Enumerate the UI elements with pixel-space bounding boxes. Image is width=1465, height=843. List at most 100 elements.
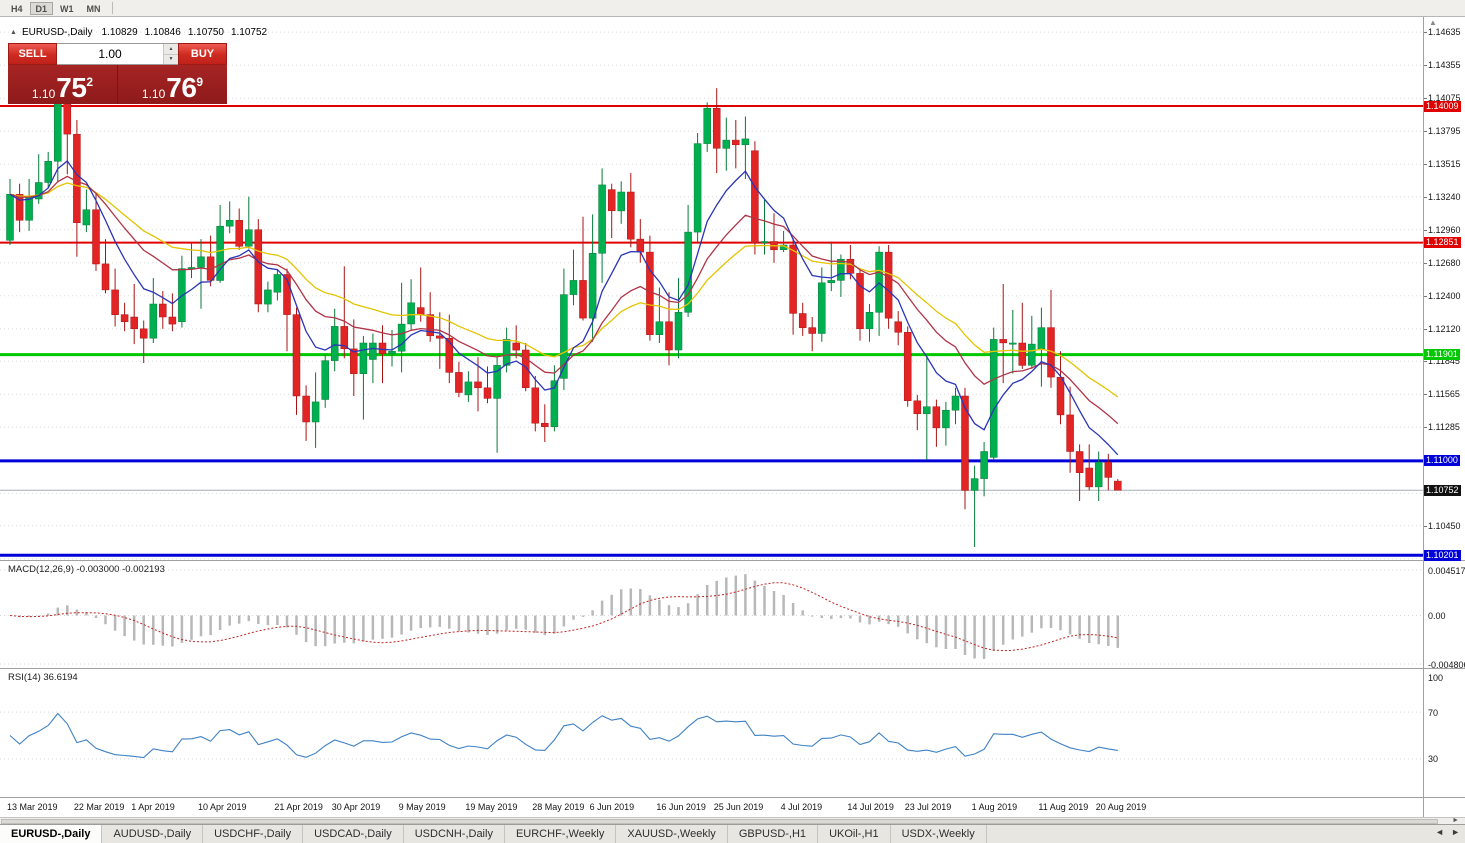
chart-tab-ukoil-h1[interactable]: UKOil-,H1 — [818, 825, 891, 843]
date-axis-label: 11 Aug 2019 — [1038, 802, 1089, 812]
timeframe-button-mn[interactable]: MN — [86, 3, 101, 14]
price-axis-tick: 1.13795 — [1428, 126, 1461, 137]
sell-price-pips: 75 — [56, 72, 87, 103]
axis-tick-mark — [1424, 32, 1427, 34]
panel-collapse-icon[interactable]: ▲ — [10, 29, 17, 36]
date-axis-label: 13 Mar 2019 — [7, 802, 58, 812]
high-value: 1.10846 — [144, 27, 181, 38]
axis-tick-mark — [1424, 525, 1427, 527]
macd-indicator-label: MACD(12,26,9) -0.003000 -0.002193 — [8, 564, 165, 575]
chart-tab-eurchf-weekly[interactable]: EURCHF-,Weekly — [504, 825, 617, 843]
chart-title: ▲ EURUSD-,Daily 1.10829 1.10846 1.10750 … — [10, 27, 274, 38]
scroll-right-icon[interactable]: ► — [1452, 817, 1459, 824]
panel-splitter[interactable] — [0, 668, 1465, 669]
chart-symbol-period: EURUSD-,Daily — [21, 27, 93, 38]
axis-tick-mark — [1424, 262, 1427, 264]
rsi-axis-label: 100 — [1428, 672, 1444, 683]
volume-value[interactable]: 1.00 — [98, 47, 122, 61]
price-axis-tick: 1.14355 — [1428, 60, 1461, 71]
tabs-scroll-left-icon[interactable]: ◄ — [1435, 827, 1445, 837]
panel-splitter[interactable] — [0, 560, 1465, 561]
tabs-scroll-right-icon[interactable]: ► — [1451, 827, 1460, 837]
chart-tab-usdcnh-daily[interactable]: USDCNH-,Daily — [403, 825, 505, 843]
volume-field[interactable]: 1.00 ▲ ▼ — [57, 43, 178, 65]
date-axis-label: 16 Jun 2019 — [656, 802, 706, 812]
date-axis-label: 21 Apr 2019 — [274, 802, 323, 812]
ma-fast-line — [9, 160, 1119, 456]
scroll-up-icon[interactable]: ▲ — [1429, 18, 1437, 27]
candlestick-series — [6, 88, 1122, 547]
close-value: 1.10752 — [230, 27, 268, 38]
date-axis-label: 1 Apr 2019 — [131, 802, 175, 812]
current-price-label: 1.10752 — [1424, 484, 1461, 496]
date-axis-label: 9 May 2019 — [398, 802, 446, 812]
macd-axis-label: 0.00 — [1428, 611, 1446, 621]
chart-tab-eurusd-daily[interactable]: EURUSD-,Daily — [0, 825, 103, 843]
date-axis-label: 4 Jul 2019 — [780, 802, 823, 812]
open-value: 1.10829 — [101, 27, 138, 38]
price-axis-tick: 1.12960 — [1428, 224, 1461, 235]
date-axis-label: 28 May 2019 — [532, 802, 585, 812]
date-axis-label: 14 Jul 2019 — [847, 802, 894, 812]
chart-tab-audusd-daily[interactable]: AUDUSD-,Daily — [102, 825, 204, 843]
axis-tick-mark — [1424, 164, 1427, 166]
timeframe-button-h4[interactable]: H4 — [11, 3, 23, 14]
volume-increase-icon[interactable]: ▲ — [164, 44, 178, 55]
panel-splitter[interactable] — [0, 797, 1465, 798]
price-axis-tick: 1.11565 — [1428, 389, 1460, 400]
price-axis-tick: 1.10450 — [1428, 520, 1461, 531]
macd-axis-label: 0.004517 — [1428, 565, 1465, 576]
axis-tick-mark — [1424, 361, 1427, 363]
chart-tab-xauusd-weekly[interactable]: XAUUSD-,Weekly — [616, 825, 728, 843]
sell-price-display[interactable]: 1.10 75 2 — [8, 65, 118, 104]
scrollbar-thumb[interactable] — [1, 819, 1438, 824]
sell-price-point: 2 — [86, 75, 94, 89]
timeframe-button-d1[interactable]: D1 — [29, 1, 54, 15]
axis-tick-mark — [1424, 394, 1427, 396]
timeframe-toolbar: H4 D1 W1 MN — [0, 0, 1465, 17]
date-axis: 13 Mar 2019 22 Mar 2019 1 Apr 2019 10 Apr 2… — [0, 798, 1423, 817]
date-axis-label: 1 Aug 2019 — [971, 802, 1018, 812]
rsi-line — [9, 712, 1118, 759]
price-axis-tick: 1.12400 — [1428, 290, 1461, 301]
buy-price-display[interactable]: 1.10 76 9 — [118, 65, 227, 104]
price-axis-tick: 1.13515 — [1428, 159, 1461, 170]
date-axis-label: 6 Jun 2019 — [589, 802, 635, 812]
price-axis-tick: 1.13240 — [1428, 191, 1461, 202]
volume-spinner: ▲ ▼ — [163, 44, 178, 64]
price-axis-tick: 1.12120 — [1428, 323, 1461, 334]
price-axis-tick: 1.11845 — [1428, 356, 1460, 367]
axis-tick-mark — [1424, 328, 1427, 330]
sell-button[interactable]: SELL — [8, 43, 57, 65]
date-axis-label: 23 Jul 2019 — [904, 802, 952, 812]
low-value: 1.10750 — [187, 27, 224, 38]
sell-price-base: 1.10 — [31, 87, 56, 101]
volume-decrease-icon[interactable]: ▼ — [164, 54, 178, 64]
chart-tab-usdx-weekly[interactable]: USDX-,Weekly — [890, 825, 987, 843]
timeframe-button-w1[interactable]: W1 — [60, 3, 74, 14]
price-axis-tick: 1.14635 — [1428, 27, 1461, 38]
rsi-axis-label: 70 — [1428, 707, 1439, 718]
chart-tab-usdchf-daily[interactable]: USDCHF-,Daily — [203, 825, 304, 843]
chart-tab-gbpusd-h1[interactable]: GBPUSD-,H1 — [727, 825, 819, 843]
chart-tab-usdcad-daily[interactable]: USDCAD-,Daily — [303, 825, 404, 843]
buy-price-base: 1.10 — [141, 87, 166, 101]
price-axis: 1.14635 1.14355 1.14075 1.13795 1.13515 1.132… — [1424, 17, 1465, 818]
price-axis-tick: 1.11285 — [1428, 422, 1460, 433]
ma-slow-line — [9, 182, 1119, 398]
macd-signal-line — [9, 582, 1118, 652]
axis-tick-mark — [1424, 427, 1427, 429]
date-axis-label: 20 Aug 2019 — [1095, 802, 1147, 812]
buy-price-point: 9 — [196, 75, 204, 89]
macd-axis-label: -0.004806 — [1428, 659, 1465, 670]
buy-button[interactable]: BUY — [178, 43, 227, 65]
level-price-label: 1.14009 — [1424, 100, 1461, 112]
tab-scroll-controls: ◄ ► — [1435, 827, 1460, 837]
toolbar-separator — [111, 2, 113, 14]
chart-tab-bar: EURUSD-,Daily AUDUSD-,Daily USDCHF-,Daily U… — [0, 824, 1465, 843]
macd-histogram — [18, 574, 1120, 659]
level-price-label: 1.11901 — [1424, 349, 1460, 361]
axis-tick-mark — [1424, 98, 1427, 100]
axis-tick-mark — [1424, 65, 1427, 67]
